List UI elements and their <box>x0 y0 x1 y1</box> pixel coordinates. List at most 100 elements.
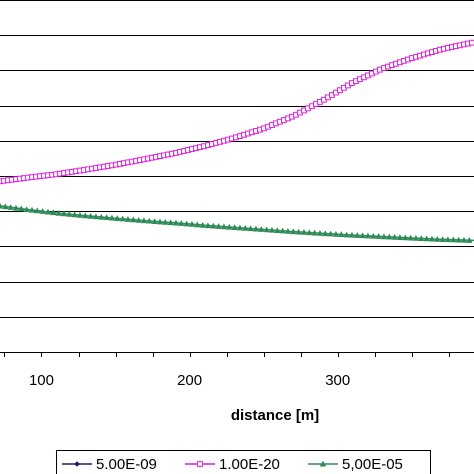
series-2-marker-53 <box>279 227 286 234</box>
series-2-marker-40 <box>210 222 217 229</box>
series-2-marker-8 <box>39 208 46 214</box>
series-2-marker-58 <box>306 229 313 236</box>
series-2-marker-70 <box>370 232 377 239</box>
legend-label-2: 5,00E-05 <box>342 456 403 473</box>
series-2-marker-12 <box>60 210 68 217</box>
series-2-marker-80 <box>423 235 430 242</box>
series-2-marker-13 <box>66 210 73 217</box>
series-2-marker-26 <box>135 216 142 223</box>
series-2-marker-15 <box>76 212 84 218</box>
series-2-marker-19 <box>98 213 105 220</box>
series-2-marker-38 <box>199 221 206 228</box>
series-2-marker-75 <box>396 234 404 240</box>
series-2-marker-23 <box>119 215 126 222</box>
legend-label-1: 1.00E-20 <box>219 456 280 473</box>
series-2-marker-37 <box>194 221 201 228</box>
series-2-marker-52 <box>274 227 281 234</box>
series-2-marker-54 <box>284 228 292 234</box>
series-2-marker-65 <box>343 231 350 238</box>
series-2-marker-29 <box>151 218 158 224</box>
series-2-marker-69 <box>364 232 372 239</box>
series-2-marker-49 <box>258 226 265 232</box>
series-2-marker-62 <box>327 230 334 237</box>
series-2-marker-85 <box>450 236 457 243</box>
series-2-marker-82 <box>434 235 441 242</box>
legend-box <box>56 450 431 474</box>
series-2-marker-71 <box>375 233 382 239</box>
series-2-marker-31 <box>162 218 169 225</box>
series-2-marker-74 <box>391 233 398 240</box>
legend: 5.00E-09 1.00E-20 5,00E-05 <box>56 450 431 474</box>
legend-marker-0 <box>74 461 80 467</box>
series-2-marker-11 <box>55 209 62 216</box>
series-2-marker-87 <box>460 236 468 243</box>
series-2-marker-67 <box>354 232 361 238</box>
x-axis <box>0 352 474 357</box>
plot-area <box>0 0 474 350</box>
series-2-marker-81 <box>428 235 436 242</box>
series-2-marker-25 <box>130 216 137 223</box>
series-2-marker-43 <box>226 223 233 230</box>
series-2-marker-76 <box>402 234 409 241</box>
series-2-marker-60 <box>316 230 324 236</box>
series-2-marker-28 <box>146 217 153 224</box>
series-2-marker-64 <box>338 231 345 238</box>
series-2-marker-0 <box>0 202 4 209</box>
series-2-marker-33 <box>172 219 180 226</box>
series-2-marker-51 <box>268 226 276 233</box>
x-tick-label-0: 100 <box>29 372 54 389</box>
series-2-marker-79 <box>418 235 425 241</box>
series-2-marker-55 <box>290 228 297 235</box>
series-2-marker-46 <box>242 224 249 231</box>
series-1 <box>0 39 474 185</box>
series-1-marker-118 <box>469 39 474 46</box>
series-2-marker-3 <box>12 204 20 211</box>
series-2-marker-56 <box>295 228 302 235</box>
legend-marker-2 <box>319 460 327 467</box>
series-2-marker-84 <box>444 236 452 243</box>
series-2-marker-88 <box>466 237 473 243</box>
series-2-marker-1 <box>2 203 9 210</box>
series-2-marker-10 <box>50 209 57 216</box>
series-2-marker-50 <box>263 226 270 233</box>
series-2-marker-68 <box>359 232 366 239</box>
series-2-marker-35 <box>183 220 190 227</box>
series-2-marker-47 <box>247 225 254 232</box>
legend-label-0: 5.00E-09 <box>96 456 157 473</box>
series-2-marker-17 <box>87 212 94 219</box>
series-2-marker-72 <box>380 233 388 240</box>
legend-marker-1 <box>197 461 203 467</box>
series-2-marker-14 <box>71 211 78 218</box>
series-2-marker-22 <box>114 215 121 221</box>
series-2-marker-36 <box>188 221 196 227</box>
series-2-marker-57 <box>300 229 308 235</box>
series-2-marker-41 <box>215 223 222 229</box>
series-2-marker-86 <box>455 236 462 243</box>
x-tick-labels: 100 200 300 <box>29 372 350 389</box>
series-2-marker-44 <box>231 224 238 230</box>
series-2-marker-21 <box>108 214 116 221</box>
x-tick-label-2: 300 <box>325 372 350 389</box>
series-2-marker-27 <box>140 217 148 224</box>
series-group <box>0 39 474 243</box>
series-2-marker-9 <box>44 208 52 215</box>
series-2-marker-30 <box>156 218 164 225</box>
series-2-marker-83 <box>439 236 446 242</box>
x-tick-label-1: 200 <box>177 372 202 389</box>
series-2-marker-61 <box>322 230 329 237</box>
series-2 <box>0 202 474 243</box>
series-2-marker-42 <box>220 223 228 230</box>
series-2-marker-63 <box>332 230 340 237</box>
series-2-marker-77 <box>407 234 414 241</box>
series-2-marker-34 <box>178 220 185 226</box>
series-2-marker-16 <box>82 212 89 219</box>
series-2-marker-32 <box>167 219 174 226</box>
gridlines <box>0 0 474 318</box>
series-2-marker-59 <box>311 229 318 236</box>
series-2-marker-66 <box>348 231 356 238</box>
series-2-marker-45 <box>236 224 244 231</box>
series-2-marker-7 <box>34 207 41 214</box>
x-axis-title: distance [m] <box>231 407 319 424</box>
series-2-marker-6 <box>28 206 36 213</box>
